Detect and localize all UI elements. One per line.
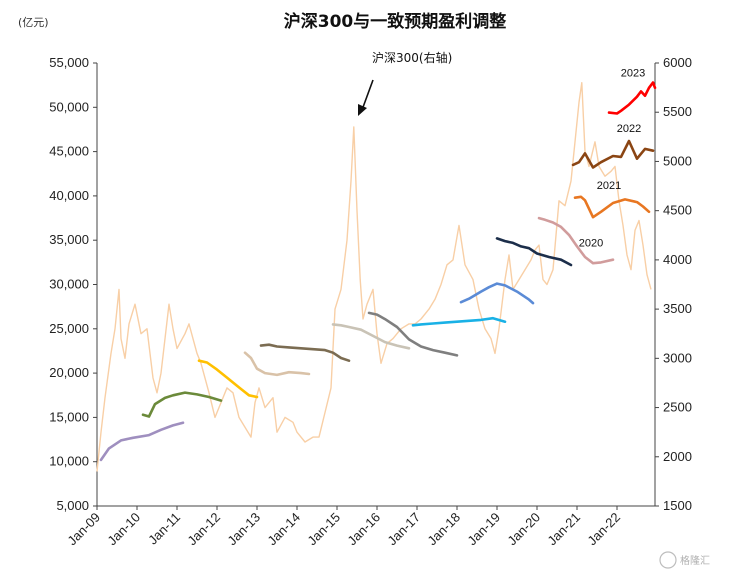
series-line-earnings-14 xyxy=(607,81,657,115)
right-tick-label: 3000 xyxy=(663,350,692,365)
x-axis: Jan-09 Jan-10 Jan-11 Jan-12 Jan-13 Jan-14 Jan-… xyxy=(64,505,655,549)
series-line-earnings-9 xyxy=(459,282,535,305)
right-tick-label: 2000 xyxy=(663,449,692,464)
left-tick-label: 30,000 xyxy=(49,277,89,292)
x-tick-label: Jan-21 xyxy=(544,510,583,549)
series-line-earnings-4 xyxy=(243,351,311,377)
series-line-earnings-5 xyxy=(259,343,351,363)
right-tick-label: 2500 xyxy=(663,400,692,415)
left-tick-label: 25,000 xyxy=(49,321,89,336)
left-tick-label: 10,000 xyxy=(49,454,89,469)
right-tick-label: 5000 xyxy=(663,153,692,168)
x-tick-label: Jan-22 xyxy=(584,510,623,549)
watermark: 格隆汇 xyxy=(659,551,710,569)
year-label: 2023 xyxy=(621,67,645,79)
index-annotation: 沪深300(右轴) xyxy=(358,50,452,116)
series-line-earnings-10 xyxy=(495,237,573,267)
annotation-arrowhead xyxy=(358,104,367,116)
right-tick-label: 3500 xyxy=(663,301,692,316)
left-tick-label: 45,000 xyxy=(49,144,89,159)
x-tick-label: Jan-10 xyxy=(104,510,143,549)
x-tick-label: Jan-17 xyxy=(384,510,423,549)
x-tick-label: Jan-15 xyxy=(304,510,343,549)
right-tick-label: 5500 xyxy=(663,104,692,119)
series-line-hs300-index xyxy=(96,81,652,472)
index-annotation-label: 沪深300(右轴) xyxy=(372,50,452,65)
series-line-earnings-13 xyxy=(571,139,655,169)
x-tick-label: Jan-18 xyxy=(424,510,463,549)
watermark-text: 格隆汇 xyxy=(680,554,710,567)
right-tick-label: 6000 xyxy=(663,55,692,70)
year-label: 2021 xyxy=(597,180,621,192)
series-line-earnings-7 xyxy=(367,311,459,357)
x-tick-label: Jan-13 xyxy=(224,510,263,549)
series-line-earnings-2 xyxy=(141,391,223,418)
series-line-earnings-8 xyxy=(411,316,507,327)
right-axis: 1500 2000 2500 3000 3500 4000 4500 5000 5500 6000 xyxy=(654,55,692,513)
series-line-earnings-3 xyxy=(197,359,259,399)
annotation-arrow xyxy=(361,79,374,111)
left-tick-label: 15,000 xyxy=(49,409,89,424)
right-tick-label: 4500 xyxy=(663,203,692,218)
series-line-earnings-1 xyxy=(99,421,185,462)
plot-area xyxy=(96,81,657,472)
watermark-logo-icon xyxy=(659,551,677,569)
series-line-earnings-12 xyxy=(573,195,651,219)
year-label: 2022 xyxy=(617,123,641,135)
left-tick-label: 50,000 xyxy=(49,99,89,114)
year-labels: 2023 2022 2021 2020 xyxy=(579,67,645,249)
left-tick-label: 35,000 xyxy=(49,232,89,247)
right-tick-label: 4000 xyxy=(663,252,692,267)
left-axis: 5,000 10,000 15,000 20,000 25,000 30,000 35,00… xyxy=(49,55,98,513)
left-tick-label: 20,000 xyxy=(49,365,89,380)
x-tick-label: Jan-11 xyxy=(145,510,183,548)
left-tick-label: 40,000 xyxy=(49,188,89,203)
x-tick-label: Jan-16 xyxy=(344,510,383,549)
right-tick-label: 1500 xyxy=(663,498,692,513)
x-tick-label: Jan-12 xyxy=(184,510,223,549)
series-line-earnings-11 xyxy=(537,216,615,265)
chart-title: 沪深300与一致预期盈利调整 xyxy=(284,11,507,32)
left-tick-label: 5,000 xyxy=(56,498,89,513)
series-line-earnings-6 xyxy=(331,323,411,350)
left-axis-unit: (亿元) xyxy=(18,16,49,29)
x-tick-label: Jan-19 xyxy=(464,510,503,549)
x-tick-label: Jan-14 xyxy=(264,510,303,549)
x-tick-label: Jan-09 xyxy=(64,510,103,549)
year-label: 2020 xyxy=(579,237,603,249)
x-tick-label: Jan-20 xyxy=(504,510,543,549)
left-tick-label: 55,000 xyxy=(49,55,89,70)
